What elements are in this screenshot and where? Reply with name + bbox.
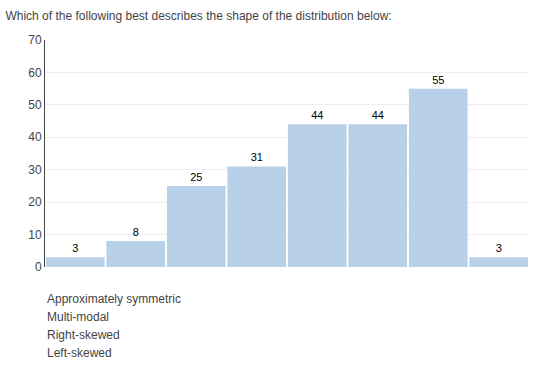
svg-text:10: 10 (28, 228, 42, 242)
svg-text:50: 50 (28, 98, 42, 112)
svg-text:Which of the following best de: Which of the following best describes th… (5, 9, 391, 23)
svg-text:Approximately symmetric: Approximately symmetric (47, 292, 181, 306)
svg-text:25: 25 (190, 171, 202, 183)
svg-text:20: 20 (28, 195, 42, 209)
svg-text:31: 31 (251, 151, 263, 163)
svg-text:8: 8 (133, 226, 139, 238)
svg-text:55: 55 (432, 74, 444, 86)
svg-text:70: 70 (28, 33, 42, 47)
svg-text:3: 3 (496, 242, 502, 254)
svg-text:Right-skewed: Right-skewed (47, 328, 120, 342)
svg-text:30: 30 (28, 163, 42, 177)
svg-text:Left-skewed: Left-skewed (47, 346, 112, 360)
svg-text:60: 60 (28, 66, 42, 80)
svg-text:44: 44 (372, 109, 384, 121)
svg-text:Multi-modal: Multi-modal (47, 310, 109, 324)
svg-text:3: 3 (72, 242, 78, 254)
svg-text:44: 44 (311, 109, 323, 121)
svg-text:0: 0 (35, 260, 42, 274)
svg-text:40: 40 (28, 130, 42, 144)
